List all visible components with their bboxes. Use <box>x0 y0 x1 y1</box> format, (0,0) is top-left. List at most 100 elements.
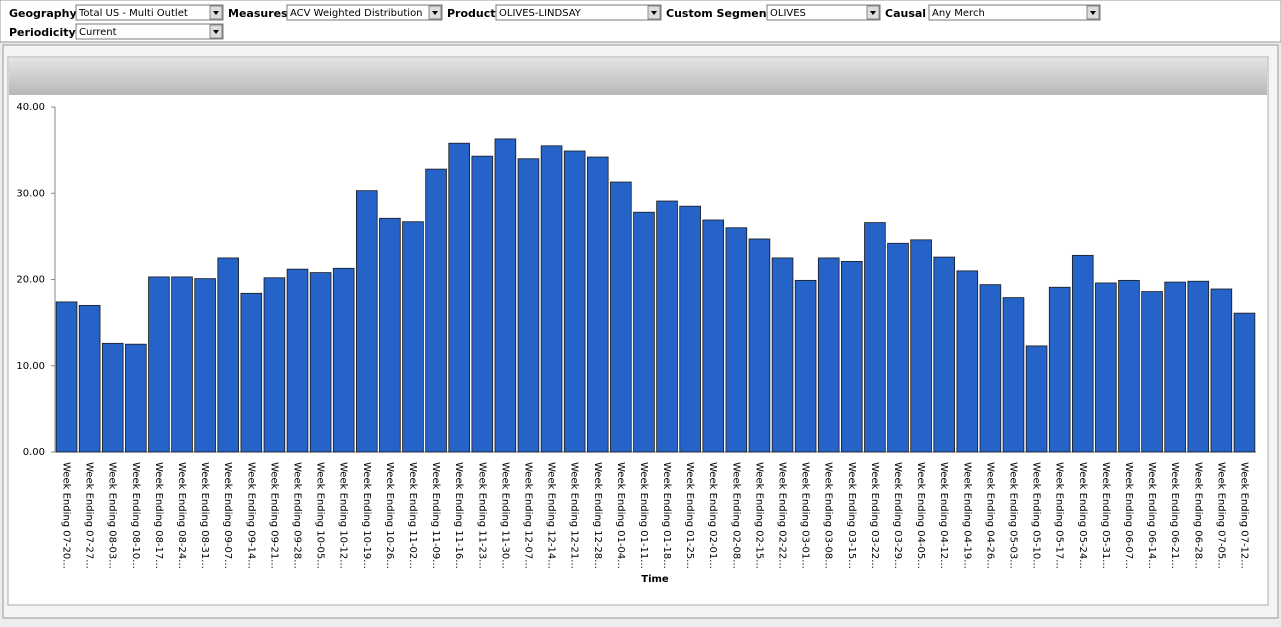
y-tick-label: 30.00 <box>16 188 45 199</box>
x-tick-label: Week Ending 10-19... <box>361 462 372 569</box>
bar <box>1210 288 1233 453</box>
x-tick-label: Week Ending 05-03... <box>1007 462 1018 569</box>
x-tick-label: Week Ending 09-14... <box>245 462 256 569</box>
dropdown-value: Current <box>79 27 117 38</box>
bar <box>1118 279 1140 453</box>
x-tick-label: Week Ending 11-02... <box>407 462 418 569</box>
x-tick-label: Week Ending 10-26... <box>384 462 395 569</box>
x-tick-label: Week Ending 01-18... <box>661 462 672 569</box>
dropdown-arrow <box>651 11 657 15</box>
dropdown[interactable] <box>766 4 881 21</box>
x-tick-label: Week Ending 02-01... <box>707 462 718 569</box>
dropdown[interactable] <box>495 4 662 21</box>
x-tick-label: Week Ending 08-03... <box>107 462 118 569</box>
x-tick-label: Week Ending 11-09... <box>430 462 441 569</box>
dropdown-value: OLIVES <box>770 8 806 19</box>
x-tick-label: Week Ending 04-26... <box>984 462 995 569</box>
y-tick-label: 0.00 <box>23 447 45 458</box>
bar <box>864 222 886 453</box>
x-tick-label: Week Ending 02-08... <box>730 462 741 569</box>
bar <box>841 260 863 453</box>
bar <box>171 276 193 453</box>
dropdown-arrow <box>870 11 876 15</box>
bar <box>910 239 932 453</box>
x-tick-label: Week Ending 10-05... <box>315 462 326 569</box>
filter-label: Causal <box>885 7 926 20</box>
dropdown[interactable] <box>75 4 224 21</box>
x-tick-label: Week Ending 10-12... <box>338 462 349 569</box>
bar <box>1187 280 1210 453</box>
x-tick-label: Week Ending 09-07... <box>222 462 233 569</box>
x-tick-label: Week Ending 12-07... <box>522 462 533 569</box>
x-tick-label: Week Ending 07-12... <box>1238 462 1249 569</box>
x-tick-label: Week Ending 03-29... <box>892 462 903 569</box>
bar <box>494 138 517 453</box>
bar <box>1141 291 1163 453</box>
bar <box>286 268 309 453</box>
x-tick-label: Week Ending 09-21... <box>268 462 279 569</box>
x-axis-title: Time <box>641 574 669 585</box>
dropdown-value: ACV Weighted Distribution <box>290 8 423 19</box>
bar <box>956 270 979 453</box>
bar <box>656 200 678 453</box>
bar <box>78 304 101 453</box>
x-tick-label: Week Ending 01-11... <box>638 462 649 569</box>
filter-label: Custom Segment <box>666 7 772 20</box>
bar <box>1002 297 1025 453</box>
dropdown-value: OLIVES-LINDSAY <box>499 8 582 19</box>
bar <box>379 217 401 453</box>
x-tick-label: Week Ending 03-22... <box>869 462 880 569</box>
filter-label: Periodicity <box>9 26 76 39</box>
x-tick-label: Week Ending 06-07... <box>1123 462 1134 569</box>
bar <box>933 256 955 453</box>
y-tick-label: 20.00 <box>16 275 45 286</box>
bar <box>471 155 494 453</box>
bar <box>148 276 170 453</box>
filter-label: Product <box>447 7 496 20</box>
x-tick-label: Week Ending 08-31... <box>199 462 210 569</box>
x-tick-label: Week Ending 02-22... <box>777 462 788 569</box>
bar <box>263 277 286 453</box>
x-tick-label: Week Ending 06-21... <box>1169 462 1180 569</box>
bar <box>356 190 378 453</box>
x-tick-label: Week Ending 05-24... <box>1077 462 1088 569</box>
bar <box>725 227 748 453</box>
bar <box>979 284 1002 453</box>
x-tick-label: Week Ending 07-27... <box>84 462 95 569</box>
bar <box>679 205 701 453</box>
x-tick-label: Week Ending 11-23... <box>476 462 487 569</box>
bar <box>887 242 909 453</box>
bar <box>563 150 586 453</box>
x-tick-label: Week Ending 08-24... <box>176 462 187 569</box>
x-tick-label: Week Ending 08-10... <box>130 462 141 569</box>
bar <box>1048 286 1071 453</box>
dropdown[interactable] <box>928 4 1101 21</box>
dropdown-arrow <box>432 11 438 15</box>
bar <box>448 142 470 453</box>
bar <box>610 181 632 453</box>
bar <box>1233 312 1256 453</box>
x-tick-label: Week Ending 01-25... <box>684 462 695 569</box>
bar <box>55 301 78 453</box>
chart-header <box>9 58 1267 95</box>
bar <box>817 257 840 453</box>
x-tick-label: Week Ending 08-17... <box>153 462 164 569</box>
x-tick-label: Week Ending 07-05... <box>1215 462 1226 569</box>
x-tick-label: Week Ending 03-01... <box>800 462 811 569</box>
dropdown[interactable] <box>286 4 443 21</box>
bar <box>748 238 771 453</box>
y-tick-label: 10.00 <box>16 361 45 372</box>
bar <box>794 279 817 453</box>
bar <box>771 257 794 453</box>
bar <box>101 342 124 453</box>
dropdown-arrow <box>213 11 219 15</box>
dropdown-value: Total US - Multi Outlet <box>78 8 188 19</box>
bar <box>402 221 424 453</box>
bar <box>332 267 355 453</box>
bar <box>1164 281 1186 453</box>
bar <box>194 278 216 453</box>
x-tick-label: Week Ending 12-28... <box>592 462 603 569</box>
dropdown[interactable] <box>75 23 224 40</box>
